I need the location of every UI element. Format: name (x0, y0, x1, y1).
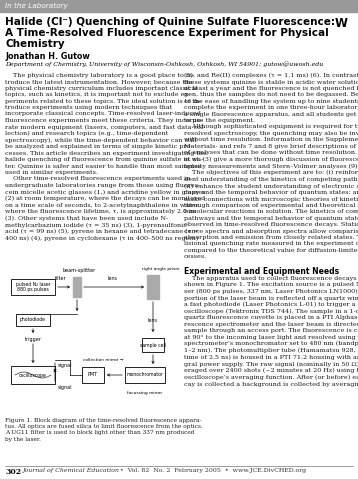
Bar (125, 367, 165, 383)
Text: lens: lens (108, 276, 118, 282)
Text: The apparatus used to collect fluorescence decays is
shown in Figure 1. The exci: The apparatus used to collect fluorescen… (184, 276, 358, 387)
Text: pulsed N₂ laser
880 ps pulses: pulsed N₂ laser 880 ps pulses (16, 282, 50, 292)
Text: Figure 1. Block diagram of the time-resolved fluorescence appara-
tus. All optic: Figure 1. Block diagram of the time-reso… (5, 418, 203, 442)
Text: A Time-Resolved Fluorescence Experiment for Physical: A Time-Resolved Fluorescence Experiment … (5, 28, 329, 38)
Text: Department of Chemistry, University of Wisconsin-Oshkosh, Oshkosh, WI 54901; gut: Department of Chemistry, University of W… (5, 61, 323, 67)
Text: signal: signal (58, 385, 72, 389)
Bar (11, 279, 55, 295)
Text: Journal of Chemical Education: Journal of Chemical Education (22, 468, 119, 473)
Text: •  Vol. 82  No. 2  February 2005  •  www.JCE.DivCHED.org: • Vol. 82 No. 2 February 2005 • www.JCE.… (120, 468, 306, 473)
Text: focussing mirror: focussing mirror (127, 391, 163, 395)
Text: Halide (Cl⁻) Quenching of Quinine Sulfate Fluorescence:: Halide (Cl⁻) Quenching of Quinine Sulfat… (5, 17, 335, 27)
Text: beam-splitter: beam-splitter (62, 268, 96, 273)
Text: monochromator: monochromator (127, 373, 164, 377)
Text: In the Laboratory: In the Laboratory (5, 3, 68, 9)
Text: W: W (335, 17, 348, 30)
Text: The physical chemistry laboratory is a good place to in-
troduce the latest inst: The physical chemistry laboratory is a g… (5, 73, 207, 241)
Bar (82, 367, 104, 383)
Bar (147, 275, 159, 299)
Text: photodiode: photodiode (20, 318, 46, 322)
Text: Chemistry: Chemistry (5, 39, 65, 49)
Text: Experimental and Equipment Needs: Experimental and Equipment Needs (184, 267, 339, 276)
Text: Jonathan H. Gutow: Jonathan H. Gutow (5, 52, 90, 61)
Bar (73, 277, 81, 297)
Bar (0, 0, 358, 12)
Bar (16, 314, 50, 326)
Text: right angle prism: right angle prism (142, 267, 180, 271)
Text: PMT: PMT (88, 373, 98, 377)
Bar (11, 366, 55, 384)
Text: (5), and Re(II) complexes (τ = 1.1 ms) (6). In contrast to
these systems quinine: (5), and Re(II) complexes (τ = 1.1 ms) (… (184, 73, 358, 259)
Text: lens: lens (148, 318, 158, 322)
Bar (142, 338, 164, 352)
Text: signal: signal (58, 363, 72, 367)
Text: filter: filter (55, 276, 67, 282)
Text: sample cell: sample cell (140, 342, 166, 347)
Text: oscilloscope: oscilloscope (19, 373, 47, 377)
Text: 302: 302 (5, 468, 21, 476)
Text: collection mirror →: collection mirror → (83, 358, 123, 362)
Text: trigger: trigger (25, 337, 42, 342)
